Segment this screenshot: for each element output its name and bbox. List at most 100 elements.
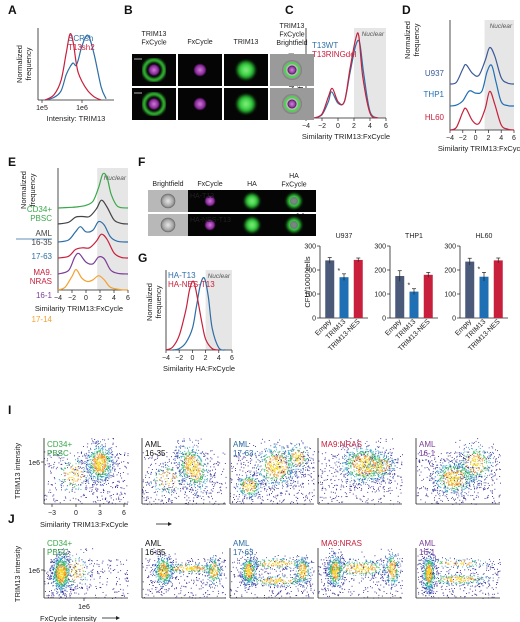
I-dot	[66, 458, 68, 460]
I-dot	[93, 480, 95, 481]
I-dot	[204, 476, 206, 477]
I-dot	[184, 478, 186, 480]
I-dot	[370, 460, 372, 462]
I-dot	[186, 456, 187, 458]
I-dot	[351, 456, 353, 457]
I-dot	[292, 471, 293, 473]
I-dot	[339, 465, 340, 467]
I-dot	[97, 488, 99, 490]
I-dot	[190, 464, 191, 466]
I-dot	[61, 483, 63, 485]
I-dot	[191, 454, 192, 456]
I-dot	[322, 471, 324, 473]
I-dot	[196, 473, 198, 474]
I-dot	[275, 476, 277, 478]
I-dot	[189, 453, 191, 455]
I-dot	[90, 461, 92, 463]
I-dot	[94, 458, 96, 460]
I-dot	[349, 462, 351, 464]
I-dot	[73, 479, 75, 481]
I-dot	[163, 466, 164, 468]
I-dot	[363, 461, 365, 463]
I-dot	[334, 462, 336, 464]
I-dot	[55, 489, 57, 491]
I-dot	[156, 477, 158, 479]
I-dot	[356, 466, 358, 468]
I-dot	[100, 453, 102, 455]
I-dot	[241, 475, 243, 476]
I-dot	[303, 465, 305, 466]
I-dot	[109, 474, 111, 476]
I-dot	[266, 490, 267, 492]
I-dot	[188, 468, 190, 470]
I-dot	[436, 483, 438, 485]
I-dot	[262, 459, 264, 461]
I-dot	[192, 457, 194, 458]
I-dot	[279, 472, 281, 474]
I-dot	[104, 443, 106, 445]
I-dot	[360, 453, 362, 455]
I-dot	[352, 444, 354, 445]
I-dot	[117, 453, 118, 455]
I-dot	[89, 459, 91, 460]
I-dot	[265, 482, 267, 484]
I-dot	[346, 482, 348, 484]
I-dot	[282, 473, 284, 475]
I-dot	[213, 474, 215, 476]
I-dot	[261, 480, 262, 481]
I-dot	[376, 479, 378, 481]
I-dot	[62, 485, 64, 487]
I-dot	[166, 502, 167, 503]
I-dot	[195, 490, 197, 492]
I-dot	[382, 473, 384, 475]
I-dot	[101, 462, 103, 464]
I-dot	[385, 473, 387, 475]
I-dot	[304, 446, 306, 448]
I-dot	[308, 480, 309, 481]
I-dot	[207, 458, 209, 460]
I-dot	[277, 481, 279, 483]
I-dot	[469, 484, 470, 486]
I-dot	[205, 463, 206, 465]
I-dot	[362, 479, 364, 481]
I-dot	[66, 463, 68, 465]
I-dot	[289, 485, 291, 486]
I-dot	[378, 463, 380, 465]
I-dot	[307, 469, 309, 471]
I-dot	[273, 471, 274, 473]
I-dot	[272, 483, 274, 484]
I-dot	[250, 480, 252, 482]
I-dot	[360, 499, 362, 501]
I-dot	[377, 472, 379, 474]
I-dot	[102, 476, 104, 478]
I-dot	[242, 457, 244, 459]
I-dot	[367, 474, 369, 476]
I-dot	[281, 492, 283, 494]
I-dot	[251, 487, 252, 489]
H-ytick-label-0-3: 300	[304, 244, 316, 251]
I-dot	[280, 455, 282, 457]
I-dot	[271, 455, 273, 457]
I-dot	[252, 483, 254, 485]
I-dot	[117, 465, 119, 467]
I-dot	[267, 463, 269, 465]
I-dot	[212, 488, 214, 489]
I-dot	[346, 467, 348, 469]
I-dot	[191, 474, 193, 476]
I-dot	[349, 458, 351, 460]
I-dot	[291, 478, 293, 480]
I-dot	[214, 475, 216, 477]
I-dot	[379, 442, 381, 443]
I-dot	[272, 472, 273, 473]
I-dot	[373, 489, 375, 490]
I-dot	[357, 444, 359, 446]
I-dot	[325, 497, 327, 499]
H-star-0-1: *	[338, 268, 341, 275]
I-dot	[106, 477, 107, 478]
H-ytick-label-0-1: 100	[304, 292, 316, 299]
I-dot	[342, 465, 344, 467]
I-dot	[352, 473, 353, 475]
I-dot	[185, 473, 186, 475]
I-dot	[186, 468, 188, 470]
I-dot	[189, 483, 191, 485]
